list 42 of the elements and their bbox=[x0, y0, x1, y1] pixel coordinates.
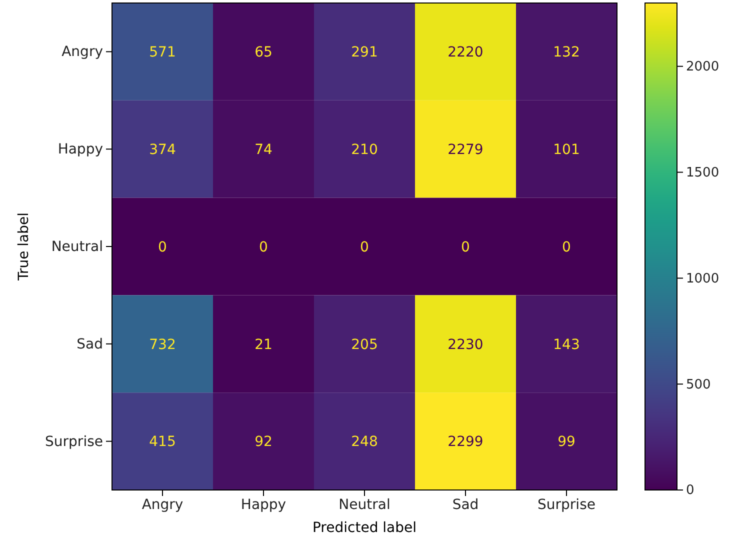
color-bar-label: 1000 bbox=[686, 271, 720, 286]
data-label: 732 bbox=[149, 336, 176, 353]
data-label: 21 bbox=[254, 336, 272, 353]
x-tick-label: Angry bbox=[142, 496, 184, 513]
x-tick-label: Sad bbox=[452, 496, 479, 513]
data-label: 2230 bbox=[448, 336, 484, 353]
y-axis-title: True label bbox=[16, 212, 32, 282]
x-tick-label: Surprise bbox=[538, 496, 596, 513]
data-label: 205 bbox=[351, 336, 378, 353]
y-tick-label: Angry bbox=[62, 44, 103, 60]
y-tick-label: Sad bbox=[76, 336, 103, 352]
x-tick-label: Happy bbox=[240, 496, 286, 513]
data-label: 74 bbox=[254, 142, 272, 158]
data-label: 374 bbox=[149, 142, 176, 158]
data-label: 571 bbox=[149, 44, 176, 61]
x-tick-label: Neutral bbox=[338, 496, 390, 513]
data-label: 2220 bbox=[448, 44, 484, 61]
y-tick-label: Happy bbox=[58, 142, 103, 158]
x-axis-title: Predicted label bbox=[312, 520, 417, 536]
data-label: 210 bbox=[351, 142, 378, 158]
data-label: 248 bbox=[351, 434, 378, 450]
data-label: 0 bbox=[562, 239, 571, 256]
data-label: 0 bbox=[360, 239, 369, 256]
data-label: 99 bbox=[558, 434, 576, 450]
data-label: 101 bbox=[553, 142, 580, 158]
data-label: 291 bbox=[351, 44, 378, 61]
y-tick-label: Surprise bbox=[45, 434, 103, 450]
color-bar-label: 0 bbox=[686, 483, 694, 498]
color-bar-label: 500 bbox=[686, 377, 711, 392]
data-label: 132 bbox=[553, 44, 580, 61]
data-label: 415 bbox=[149, 434, 176, 450]
data-label: 0 bbox=[158, 239, 167, 256]
data-label: 65 bbox=[254, 44, 272, 61]
color-bar-label: 1500 bbox=[686, 165, 720, 180]
data-label: 0 bbox=[461, 239, 470, 256]
data-label: 92 bbox=[254, 434, 272, 450]
data-label: 2279 bbox=[448, 142, 484, 158]
color-bar-label: 2000 bbox=[686, 60, 720, 74]
data-label: 2299 bbox=[448, 434, 484, 450]
y-tick-label: Neutral bbox=[51, 238, 103, 255]
data-label: 0 bbox=[259, 239, 268, 256]
data-label: 143 bbox=[553, 336, 580, 353]
